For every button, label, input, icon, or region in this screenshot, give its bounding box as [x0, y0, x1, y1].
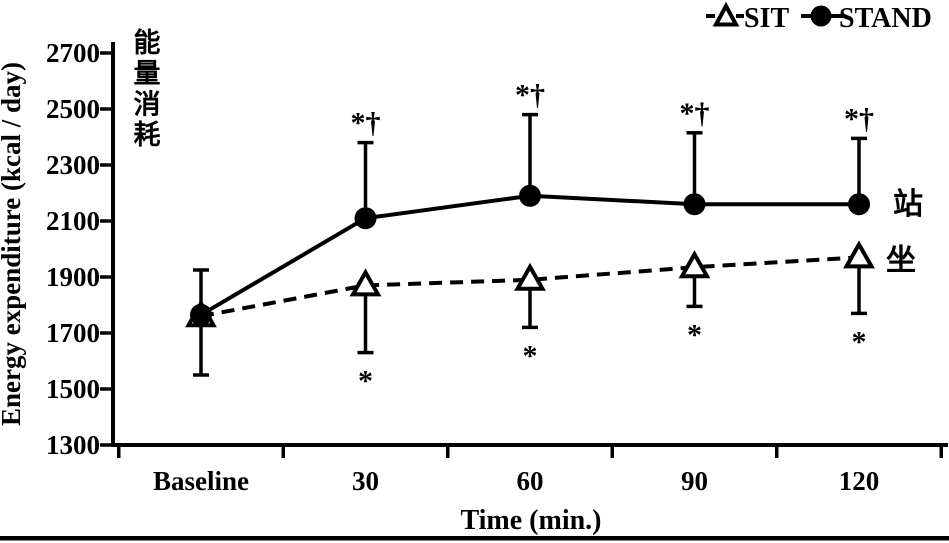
sit-point-marker-2 [514, 262, 546, 291]
sit-series-line [200, 255, 860, 319]
stand-point-marker-4 [848, 193, 870, 216]
sit-sig-label-2: * [523, 339, 538, 372]
stand-sig-label-4: *† [844, 102, 874, 135]
y-tick-label-1500: 1500 [46, 374, 100, 404]
y-tick-label-2700: 2700 [46, 38, 100, 68]
stand-sig-label-1: *† [351, 107, 381, 140]
stand-point-marker-2 [519, 184, 541, 207]
y-tick-label-2100: 2100 [46, 206, 100, 236]
y-axis-chinese-char-3: 耗 [134, 120, 161, 151]
bottom-divider [0, 536, 949, 541]
stand-point-marker-0 [190, 303, 212, 326]
y-axis-title: Energy expenditure (kcal / day) [0, 62, 26, 426]
x-tick-label-Baseline: Baseline [153, 466, 249, 496]
y-axis-chinese-char-0: 能 [134, 27, 161, 59]
stand-point-marker-1 [354, 207, 377, 230]
legend-stand-label: STAND [839, 3, 932, 34]
legend-sit-marker-icon [712, 1, 740, 27]
x-tick-label-90: 90 [681, 466, 708, 496]
x-tick-label-60: 60 [517, 466, 544, 496]
y-tick-label-2300: 2300 [46, 150, 100, 180]
sit-sig-label-3: * [687, 318, 702, 351]
stand-sig-label-2: *† [515, 79, 545, 112]
legend-stand-marker-icon [810, 5, 832, 27]
x-axis-title: Time (min.) [460, 505, 601, 536]
y-tick-label-1700: 1700 [46, 318, 100, 348]
sit-point-marker-4 [843, 240, 875, 269]
sit-sig-label-4: * [852, 325, 867, 358]
sit-chinese-annotation: 坐 [886, 243, 916, 278]
stand-sig-label-3: *† [680, 97, 710, 130]
x-tick-label-120: 120 [839, 466, 880, 496]
y-axis-chinese-char-1: 量 [134, 59, 161, 90]
stand-point-marker-3 [683, 193, 706, 216]
y-tick-label-1300: 1300 [46, 430, 100, 460]
stand-chinese-annotation: 站 [893, 187, 923, 222]
sit-point-marker-1 [349, 268, 382, 297]
legend-sit-label: SIT [744, 3, 789, 34]
sit-point-marker-3 [678, 250, 711, 279]
sit-sig-label-1: * [358, 365, 373, 398]
x-tick-label-30: 30 [352, 466, 379, 496]
y-axis-chinese-char-2: 消 [134, 89, 161, 120]
y-tick-label-1900: 1900 [46, 262, 100, 292]
y-tick-label-2500: 2500 [46, 94, 100, 124]
